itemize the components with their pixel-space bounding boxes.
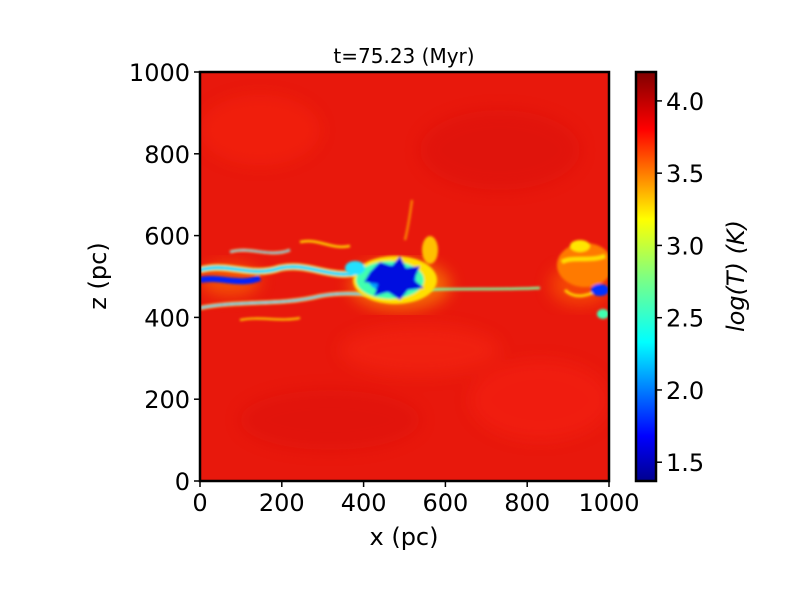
colorbar-tick-label: 2.5 — [666, 305, 704, 333]
y-tick-label: 800 — [144, 141, 190, 169]
central-cold-clump — [345, 199, 438, 304]
colorbar-tick-label: 3.0 — [666, 232, 704, 260]
colorbar-tick-label: 1.5 — [666, 449, 704, 477]
y-tick-label: 0 — [175, 468, 190, 496]
x-tick-label: 200 — [259, 489, 305, 517]
colorbar-tick-label: 2.0 — [666, 377, 704, 405]
chart-title: t=75.23 (Myr) — [333, 44, 474, 68]
hot-gas-texture — [200, 95, 609, 450]
colorbar-axis: 1.5 2.0 2.5 3.0 3.5 4.0 — [656, 88, 704, 477]
x-axis-label: x (pc) — [370, 523, 439, 551]
x-tick-label: 600 — [422, 489, 468, 517]
heatmap-plot-area — [200, 72, 609, 481]
y-tick-label: 1000 — [129, 59, 190, 87]
y-tick-label: 200 — [144, 386, 190, 414]
x-tick-label: 400 — [341, 489, 387, 517]
y-tick-label: 400 — [144, 304, 190, 332]
y-tick-label: 600 — [144, 223, 190, 251]
colorbar-label: log(T) (K) — [722, 220, 750, 332]
plot-frame — [198, 70, 611, 483]
right-edge-cold-region — [557, 240, 609, 319]
colorbar-tick-label: 4.0 — [666, 88, 704, 116]
x-tick-label: 0 — [192, 489, 207, 517]
colorbar — [634, 70, 658, 483]
y-axis-label: z (pc) — [84, 242, 112, 309]
colorbar-tick-label: 3.5 — [666, 160, 704, 188]
x-tick-label: 1000 — [578, 489, 639, 517]
x-tick-label: 800 — [504, 489, 550, 517]
x-axis: 0 200 400 600 800 1000 — [192, 481, 640, 517]
y-axis: 0 200 400 600 800 1000 — [129, 59, 200, 496]
